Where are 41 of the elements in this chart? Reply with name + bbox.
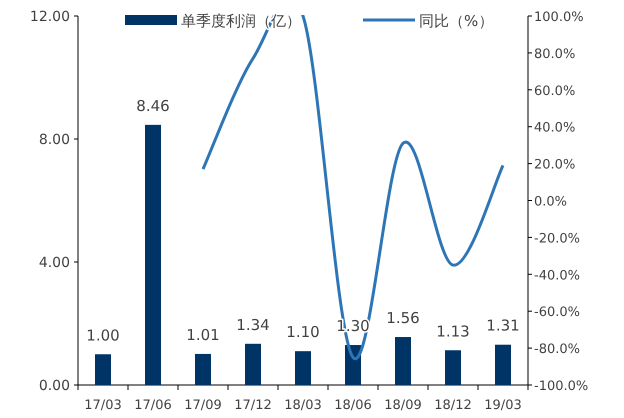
y2-tick-label: -20.0% xyxy=(534,231,580,246)
bar xyxy=(445,350,461,385)
data-label: 1.13 xyxy=(436,322,470,340)
x-tick-label: 17/12 xyxy=(234,398,272,413)
x-tick-label: 18/03 xyxy=(284,398,322,413)
y2-tick-label: 80.0% xyxy=(534,46,576,62)
y2-tick-label: 40.0% xyxy=(534,120,576,136)
y2-tick-label: -80.0% xyxy=(534,342,580,358)
data-label: 1.31 xyxy=(486,316,520,335)
y2-tick-label: 100.0% xyxy=(534,10,584,25)
y-tick-label: 8.00 xyxy=(38,132,70,148)
y2-tick-label: -100.0% xyxy=(534,379,588,394)
x-tick-label: 17/06 xyxy=(134,398,172,413)
x-tick-label: 18/06 xyxy=(334,398,372,413)
x-tick-label: 18/12 xyxy=(434,398,472,413)
y-tick-label: 12.00 xyxy=(30,9,70,25)
y-tick-label: 0.00 xyxy=(38,378,70,394)
bar xyxy=(195,354,211,385)
y2-tick-label: 60.0% xyxy=(534,84,576,99)
x-tick-label: 19/03 xyxy=(484,398,522,413)
data-label: 1.10 xyxy=(286,323,320,342)
data-label: 8.46 xyxy=(136,96,170,115)
y2-tick-label: -60.0% xyxy=(534,305,580,320)
bar xyxy=(95,354,111,385)
data-label: 1.00 xyxy=(86,326,120,344)
data-label: 1.56 xyxy=(386,309,420,328)
y2-tick-label: -40.0% xyxy=(534,268,580,284)
y2-tick-label: 0.0% xyxy=(534,194,568,210)
x-tick-label: 17/03 xyxy=(84,398,122,413)
y2-tick-label: 20.0% xyxy=(534,158,576,173)
y-tick-label: 4.00 xyxy=(38,255,70,271)
x-tick-label: 17/09 xyxy=(184,398,222,413)
data-label: 1.34 xyxy=(236,316,270,334)
x-tick-label: 18/09 xyxy=(384,398,422,413)
bar xyxy=(395,337,411,385)
legend-label: 同比（%） xyxy=(419,12,494,30)
data-label: 1.01 xyxy=(186,326,220,344)
bar xyxy=(295,351,311,385)
bar xyxy=(495,344,511,385)
bar xyxy=(145,124,161,385)
bar xyxy=(245,344,261,385)
